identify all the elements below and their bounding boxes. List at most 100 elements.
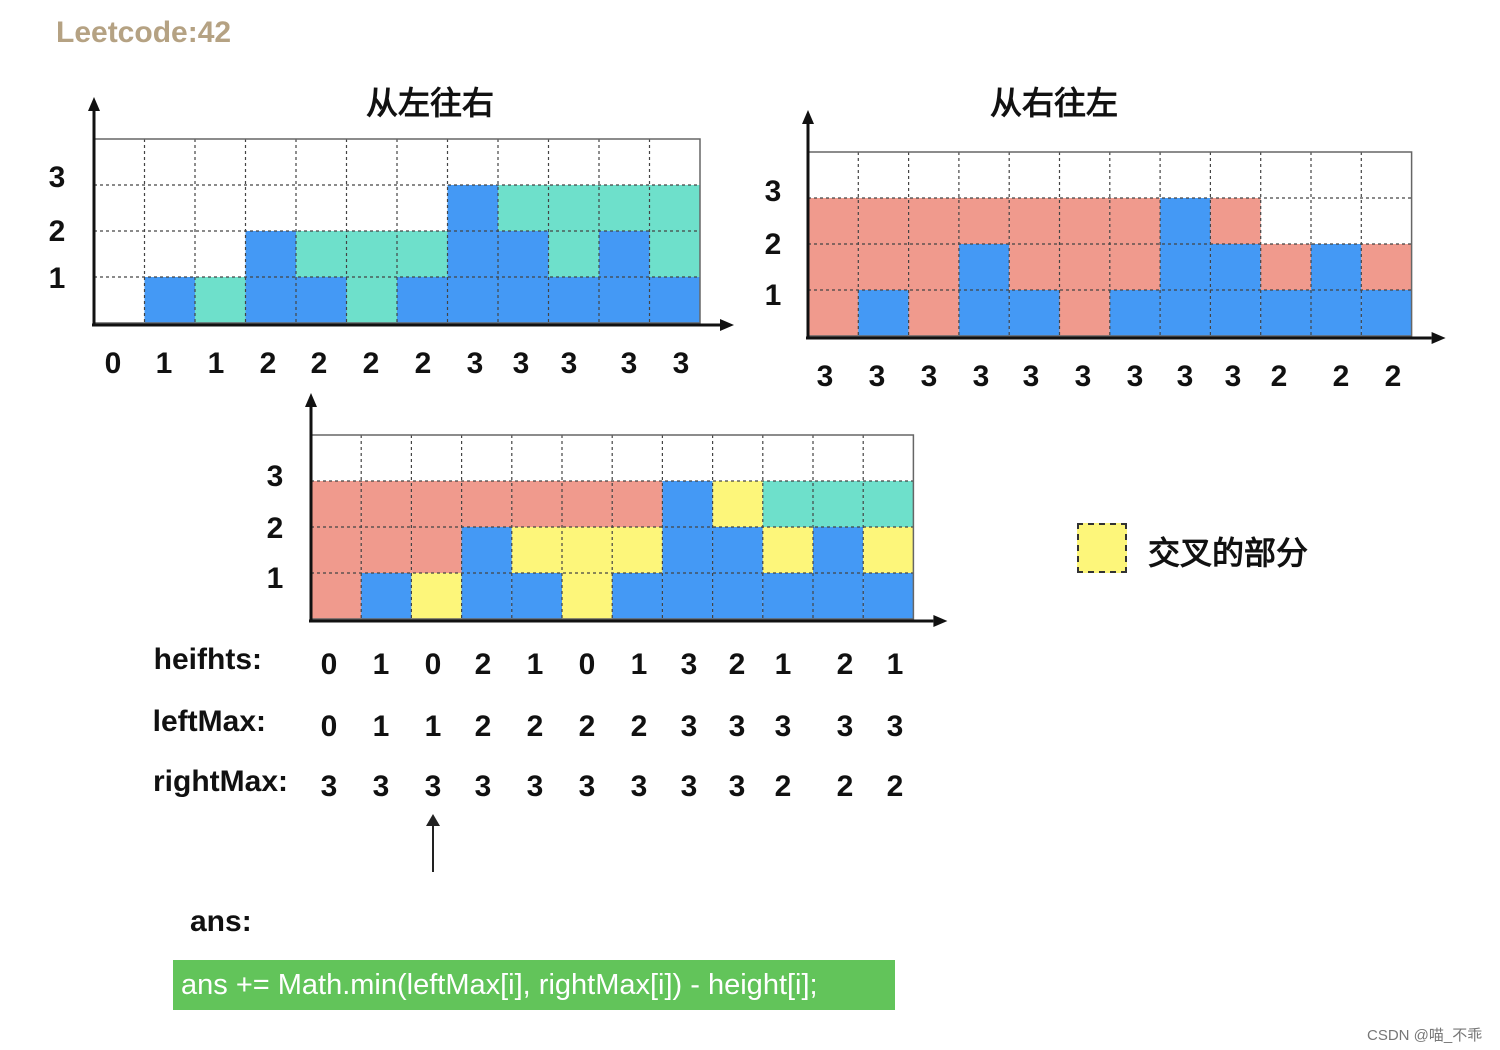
x-value-label: 0 xyxy=(104,347,122,380)
x-value-label: 2 xyxy=(414,347,432,380)
grid-cell xyxy=(245,231,296,277)
grid-cell xyxy=(649,231,700,277)
grid-cell xyxy=(908,244,959,290)
row-label: rightMax: xyxy=(153,765,288,798)
grid-cell xyxy=(1059,244,1110,290)
grid-cell xyxy=(548,185,599,231)
row-value: 3 xyxy=(630,770,648,803)
grid-cell xyxy=(662,527,713,573)
y-axis-arrow-icon xyxy=(305,393,317,407)
grid-cell xyxy=(1210,290,1261,336)
row-value: 1 xyxy=(526,648,544,681)
grid-cell xyxy=(548,231,599,277)
x-value-label: 1 xyxy=(207,347,225,380)
grid-cell xyxy=(397,277,448,323)
row-value: 2 xyxy=(474,648,492,681)
grid-cell xyxy=(1009,244,1060,290)
grid-cell xyxy=(296,231,347,277)
x-value-label: 3 xyxy=(972,360,990,393)
x-value-label: 3 xyxy=(1224,360,1242,393)
grid-cell xyxy=(245,277,296,323)
grid-cell xyxy=(908,198,959,244)
grid-cell xyxy=(813,573,864,619)
row-value: 2 xyxy=(886,770,904,803)
y-tick-label: 1 xyxy=(48,262,66,295)
row-value: 3 xyxy=(474,770,492,803)
row-value: 1 xyxy=(886,648,904,681)
panel-title-left-to-right: 从左往右 xyxy=(366,84,495,122)
x-value-label: 1 xyxy=(155,347,173,380)
x-axis-arrow-icon xyxy=(933,615,948,627)
y-tick-label: 2 xyxy=(48,215,66,248)
grid-cell xyxy=(511,573,562,619)
row-value: 3 xyxy=(680,710,698,743)
pointer-arrow-icon xyxy=(426,814,440,872)
row-value: 0 xyxy=(578,648,596,681)
grid-cell xyxy=(712,527,763,573)
legend-label: 交叉的部分 xyxy=(1148,534,1309,572)
grid-cell xyxy=(346,277,397,323)
grid-cell xyxy=(498,231,549,277)
row-value: 3 xyxy=(886,710,904,743)
grid-cell xyxy=(1210,244,1261,290)
y-tick-label: 3 xyxy=(48,161,66,194)
row-value: 3 xyxy=(320,770,338,803)
row-value: 0 xyxy=(320,710,338,743)
row-value: 3 xyxy=(372,770,390,803)
grid-cell xyxy=(461,481,512,527)
grid-cell xyxy=(813,481,864,527)
row-value: 2 xyxy=(630,710,648,743)
grid-cell xyxy=(461,527,512,573)
grid-cell xyxy=(195,277,246,323)
row-value: 3 xyxy=(526,770,544,803)
row-value: 1 xyxy=(774,648,792,681)
y-axis-arrow-icon xyxy=(88,97,100,111)
grid-cell xyxy=(712,481,763,527)
row-value: 3 xyxy=(774,710,792,743)
grid-cell xyxy=(858,244,909,290)
grid-cell xyxy=(958,244,1010,290)
grid-cell xyxy=(599,231,650,277)
watermark: CSDN @喵_不乖 xyxy=(1367,1027,1483,1044)
row-value: 2 xyxy=(836,770,854,803)
row-value: 3 xyxy=(728,770,746,803)
grid-cell xyxy=(599,185,650,231)
grid-combined xyxy=(305,393,948,627)
grid-cell xyxy=(612,573,663,619)
grid-cell xyxy=(361,527,412,573)
grid-cell xyxy=(411,481,462,527)
x-axis-arrow-icon xyxy=(1431,332,1446,344)
y-tick-label: 3 xyxy=(764,175,782,208)
x-value-label: 3 xyxy=(672,347,690,380)
y-tick-label: 2 xyxy=(764,228,782,261)
grid-cell xyxy=(1109,198,1161,244)
y-tick-label: 2 xyxy=(266,512,284,545)
grid-cell xyxy=(447,277,498,323)
grid-cell xyxy=(1109,244,1161,290)
x-value-label: 3 xyxy=(868,360,886,393)
ans-label: ans: xyxy=(190,905,252,938)
x-value-label: 2 xyxy=(310,347,328,380)
grid-cell xyxy=(858,198,909,244)
row-value: 2 xyxy=(836,648,854,681)
grid-cell xyxy=(361,573,412,619)
grid-cell xyxy=(411,527,462,573)
row-value: 1 xyxy=(372,648,390,681)
grid-cell xyxy=(1311,290,1362,336)
panel-title-right-to-left: 从右往左 xyxy=(990,84,1119,122)
x-axis-arrow-icon xyxy=(720,319,734,331)
grid-cell xyxy=(1059,290,1110,336)
grid-cell xyxy=(1059,198,1110,244)
y-tick-label: 1 xyxy=(764,279,782,312)
grid-cell xyxy=(599,277,650,323)
row-value: 2 xyxy=(728,648,746,681)
grid-cell xyxy=(461,573,512,619)
grid-cell xyxy=(562,527,613,573)
x-value-label: 2 xyxy=(362,347,380,380)
grid-cell xyxy=(762,527,813,573)
grid-cell xyxy=(144,277,195,323)
x-value-label: 2 xyxy=(1384,360,1402,393)
grid-cell xyxy=(1160,290,1211,336)
grid-cell xyxy=(1260,290,1311,336)
